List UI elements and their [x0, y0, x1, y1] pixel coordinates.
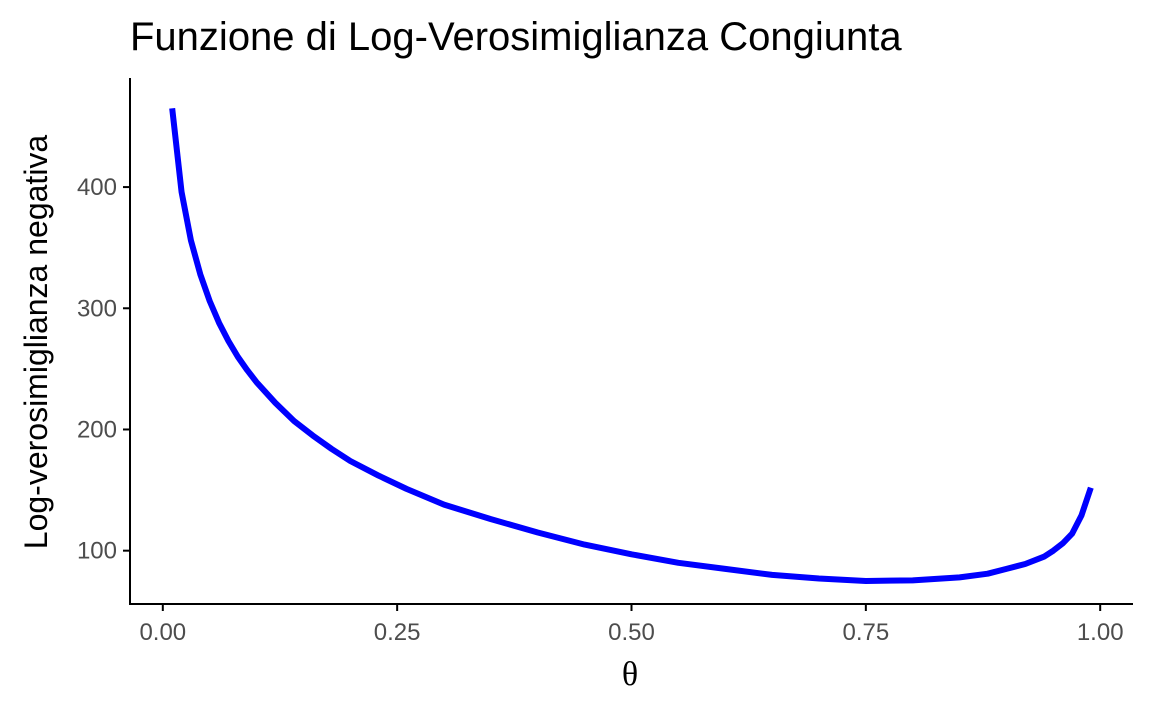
x-ticks-group: 0.00 0.25 0.50 0.75 1.00 — [139, 604, 1124, 646]
series-group — [169, 107, 1094, 584]
x-axis-label: θ — [622, 656, 638, 693]
y-ticks-group: 100 200 300 400 — [77, 174, 130, 565]
series-line — [169, 107, 1094, 584]
y-tick-label: 200 — [77, 416, 117, 443]
y-tick-label: 300 — [77, 295, 117, 322]
x-tick-label: 0.75 — [842, 619, 889, 646]
chart-title: Funzione di Log-Verosimiglianza Congiunt… — [130, 15, 902, 59]
y-axis-label: Log-verosimiglianza negativa — [18, 135, 54, 550]
x-tick-label: 0.00 — [139, 619, 186, 646]
x-tick-label: 0.50 — [608, 619, 655, 646]
x-tick-label: 1.00 — [1077, 619, 1124, 646]
x-tick-label: 0.25 — [374, 619, 421, 646]
y-tick-label: 400 — [77, 174, 117, 201]
y-tick-label: 100 — [77, 538, 117, 565]
